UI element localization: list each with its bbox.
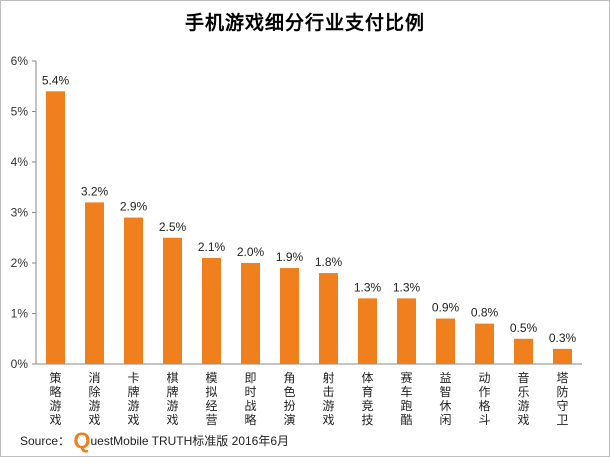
data-label: 0.9% [432,301,460,315]
bar [514,338,533,364]
data-label: 2.0% [237,245,265,259]
chart-title: 手机游戏细分行业支付比例 [184,12,425,34]
category-label: 音乐游戏 [517,370,529,427]
bar [163,237,182,364]
y-tick-label: 5% [11,105,29,119]
category-label: 射击游戏 [322,370,334,427]
category-label: 动作格斗 [478,371,490,427]
bar [124,217,143,364]
y-tick-label: 1% [11,307,29,321]
category-label: 策略游戏 [49,371,61,427]
bar [397,298,416,364]
data-label: 2.5% [159,220,187,234]
data-label: 0.3% [549,331,577,345]
source-text: uestMobile TRUTH标准版 2016年6月 [90,434,290,448]
data-label: 1.3% [393,280,421,294]
bar [358,298,377,364]
data-label: 2.1% [198,240,226,254]
data-label: 5.4% [42,73,70,87]
data-label: 1.9% [276,250,304,264]
bar [475,323,494,364]
category-label: 模拟经营 [205,371,217,427]
category-label: 塔防守卫 [556,371,568,427]
bar [319,273,338,364]
source-note: Source： QuestMobile TRUTH标准版 2016年6月 [20,428,289,454]
bars-group [46,91,572,365]
category-label: 即时战略 [244,371,256,427]
bar [436,318,455,364]
category-label: 卡牌游戏 [127,371,139,427]
bar [241,263,260,364]
category-labels-group: 策略游戏 消除游戏 卡牌游戏 棋牌游戏 模拟经营 即时战略 角色扮演 射击游戏 体育竞技 赛车跑酷… [49,370,568,427]
data-label: 0.5% [510,321,538,335]
category-label: 赛车跑酷 [400,370,412,427]
category-label: 体育竞技 [361,371,373,427]
source-q-logo: Q [73,428,91,453]
data-label: 0.8% [471,306,499,320]
category-label: 益智休闲 [439,371,451,427]
y-tick-label: 4% [11,155,29,169]
data-label: 3.2% [81,184,109,198]
category-label: 棋牌游戏 [166,371,178,427]
y-tick-label: 6% [11,54,29,68]
bar [280,268,299,364]
bar [85,202,104,364]
data-label: 1.3% [354,280,382,294]
category-label: 角色扮演 [283,371,295,427]
y-tick-label: 0% [11,357,29,371]
y-tick-label: 3% [11,206,29,220]
data-label: 2.9% [120,200,148,214]
y-tick-label: 2% [11,256,29,270]
data-label: 1.8% [315,255,343,269]
bar [202,257,221,364]
bar [46,91,65,365]
data-labels-group: 5.4% 3.2% 2.9% 2.5% 2.1% 2.0% 1.9% 1.8% 1.3% 1.3%… [42,73,577,345]
category-label: 消除游戏 [88,371,100,427]
source-prefix: Source： [20,434,71,448]
bar [553,348,572,364]
y-axis: 0% 1% 2% 3% 4% 5% 6% [11,54,582,371]
